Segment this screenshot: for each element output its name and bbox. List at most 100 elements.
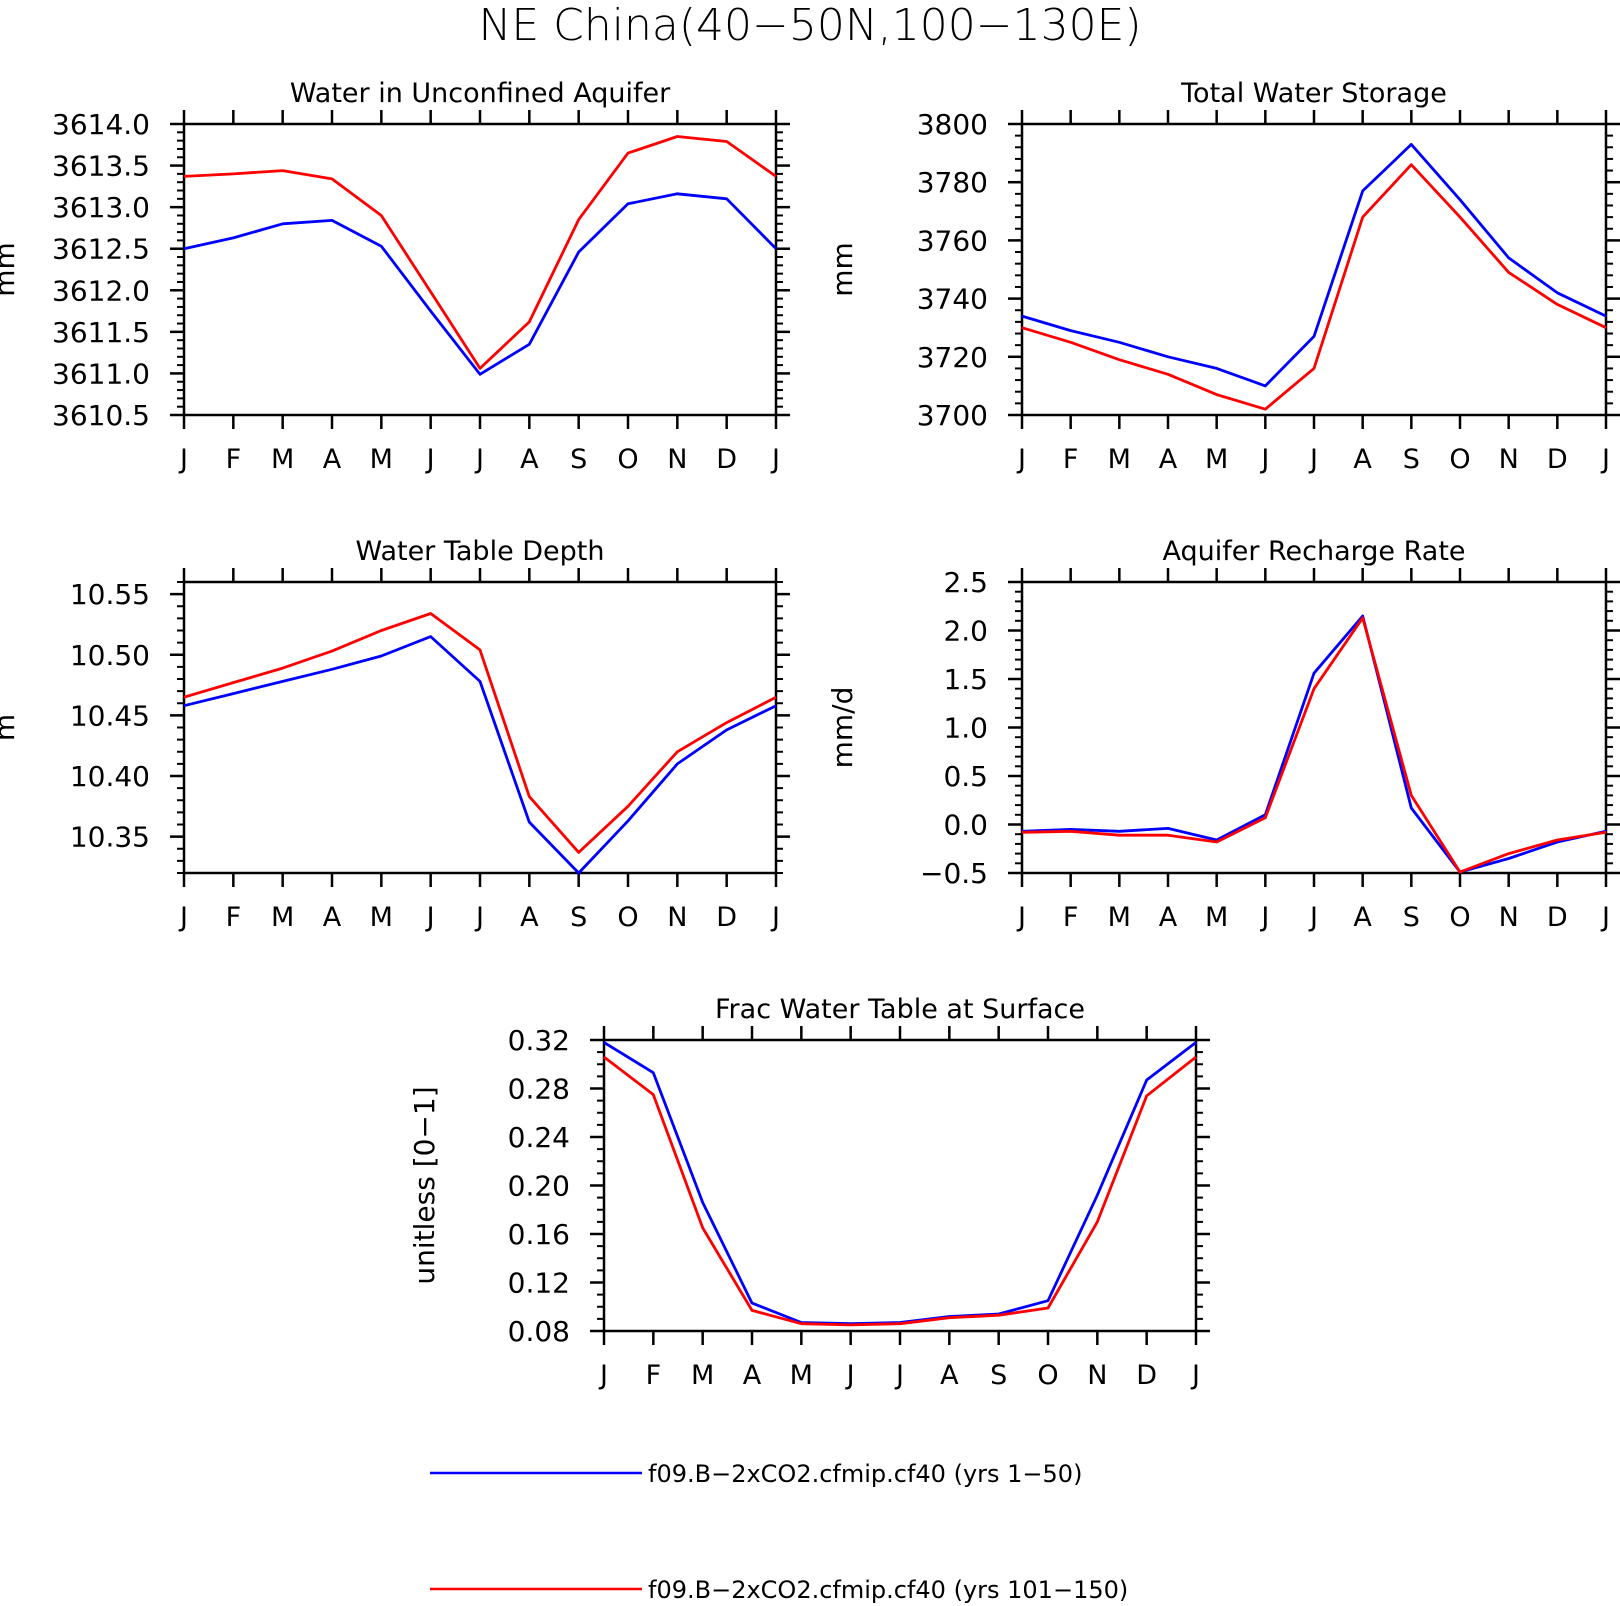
series-line-2: [1021, 163, 1607, 411]
month-label: S: [570, 444, 587, 475]
y-tick-label: 3760: [917, 224, 988, 257]
month-label: S: [1403, 902, 1420, 933]
panel-title: Water Table Depth: [355, 536, 604, 567]
legend-label-series-1: f09.B−2xCO2.cfmip.cf40 (yrs 1−50): [648, 1460, 1082, 1488]
month-label: J: [1308, 902, 1318, 933]
month-label: O: [1449, 444, 1470, 475]
plot-frame: [1020, 580, 1608, 875]
month-label: J: [474, 444, 484, 475]
month-label: M: [1108, 902, 1131, 933]
month-label: M: [790, 1360, 813, 1391]
y-axis-label: mm/d: [826, 687, 859, 769]
y-axis-label: mm: [0, 242, 21, 297]
month-label: J: [845, 1360, 855, 1391]
month-label: D: [1547, 902, 1568, 933]
y-tick-label: 3611.0: [52, 357, 150, 390]
month-label: J: [1016, 444, 1026, 475]
y-axis-label: mm: [826, 242, 859, 297]
month-label: J: [894, 1360, 904, 1391]
y-tick-label: 3613.0: [52, 191, 150, 224]
y-tick-label: 2.5: [943, 566, 988, 599]
y-tick-label: 3611.5: [52, 316, 150, 349]
series-line-1: [603, 1041, 1197, 1326]
month-label: N: [1087, 1360, 1107, 1391]
month-label: A: [1159, 444, 1178, 475]
y-tick-label: 3780: [917, 166, 988, 199]
y-tick-label: 3700: [917, 399, 988, 432]
month-label: M: [370, 902, 393, 933]
panel-title: Aquifer Recharge Rate: [1162, 536, 1465, 567]
y-tick-label: 10.50: [70, 639, 150, 672]
y-tick-label: −0.5: [920, 857, 988, 890]
month-label: M: [370, 444, 393, 475]
series-line-2: [183, 612, 777, 854]
month-label: J: [1600, 444, 1610, 475]
month-label: F: [1063, 444, 1079, 475]
plot-frame: [182, 580, 778, 875]
plot-frame: [602, 1038, 1198, 1333]
y-tick-label: 1.0: [943, 712, 988, 745]
figure-title: NE China(40−50N,100−130E): [478, 0, 1141, 51]
series-line-1: [183, 635, 777, 875]
y-tick-label: 3612.5: [52, 233, 150, 266]
month-label: N: [667, 902, 687, 933]
month-label: J: [770, 902, 780, 933]
y-tick-label: 0.16: [508, 1218, 570, 1251]
month-label: A: [520, 444, 539, 475]
y-tick-label: 3740: [917, 283, 988, 316]
month-label: N: [1499, 444, 1519, 475]
month-label: O: [617, 902, 638, 933]
y-tick-label: 3614.0: [52, 108, 150, 141]
month-label: F: [226, 902, 242, 933]
y-tick-label: 0.0: [943, 809, 988, 842]
y-tick-label: 0.28: [508, 1073, 570, 1106]
month-label: J: [178, 444, 188, 475]
month-label: J: [1600, 902, 1610, 933]
y-tick-label: 10.55: [70, 578, 150, 611]
month-label: A: [1159, 902, 1178, 933]
y-axis-label: unitless [0−1]: [408, 1086, 441, 1284]
y-tick-label: 0.12: [508, 1267, 570, 1300]
y-tick-label: 0.20: [508, 1170, 570, 1203]
month-label: J: [1016, 902, 1026, 933]
month-label: N: [667, 444, 687, 475]
month-label: J: [1308, 444, 1318, 475]
month-label: J: [178, 902, 188, 933]
month-label: S: [570, 902, 587, 933]
y-tick-label: 10.40: [70, 760, 150, 793]
month-label: D: [1136, 1360, 1157, 1391]
month-label: F: [646, 1360, 662, 1391]
month-label: D: [716, 902, 737, 933]
month-label: M: [271, 444, 294, 475]
y-tick-label: 0.5: [943, 760, 988, 793]
month-label: A: [940, 1360, 959, 1391]
y-tick-label: 3720: [917, 341, 988, 374]
panel-title: Total Water Storage: [1180, 78, 1447, 109]
month-label: D: [716, 444, 737, 475]
y-tick-label: 1.5: [943, 663, 988, 696]
y-tick-label: 0.24: [508, 1121, 570, 1154]
y-tick-label: 3800: [917, 108, 988, 141]
legend-label-series-2: f09.B−2xCO2.cfmip.cf40 (yrs 101−150): [648, 1576, 1128, 1604]
panel-title: Frac Water Table at Surface: [715, 994, 1085, 1025]
month-label: M: [691, 1360, 714, 1391]
month-label: O: [1037, 1360, 1058, 1391]
plot-frame: [182, 122, 778, 417]
series-line-2: [183, 135, 777, 370]
month-label: O: [617, 444, 638, 475]
y-tick-label: 2.0: [943, 615, 988, 648]
series-line-2: [1021, 616, 1607, 874]
month-label: A: [743, 1360, 762, 1391]
plot-frame: [1020, 122, 1608, 417]
month-label: J: [1190, 1360, 1200, 1391]
y-axis-label: m: [0, 714, 21, 741]
y-tick-label: 10.45: [70, 699, 150, 732]
month-label: F: [226, 444, 242, 475]
